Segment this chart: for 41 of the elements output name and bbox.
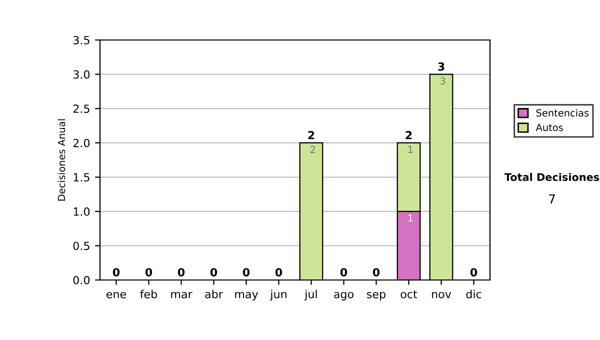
total-label: 0 bbox=[112, 268, 120, 276]
total-label: 0 bbox=[275, 268, 282, 276]
text: 7 bbox=[549, 194, 555, 204]
x-tick-label: oct bbox=[400, 290, 418, 298]
legend-label: Sentencias bbox=[536, 109, 589, 117]
y-tick-label: 1.5 bbox=[74, 173, 90, 182]
total-label: 0 bbox=[178, 268, 185, 276]
total-label: 2 bbox=[406, 130, 412, 140]
x-tick-label: nov bbox=[432, 292, 452, 298]
data-label: 1 bbox=[408, 146, 413, 153]
x-tick-label: feb bbox=[140, 290, 158, 298]
x-tick-label: ago bbox=[334, 292, 354, 300]
total-label: 0 bbox=[340, 268, 348, 276]
data-label: 3 bbox=[440, 77, 446, 85]
x-tick-label: dic bbox=[466, 290, 482, 298]
total-label: 0 bbox=[470, 268, 478, 276]
x-tick-label: abr bbox=[205, 290, 223, 298]
y-tick-label: 2.0 bbox=[73, 138, 90, 148]
x-tick-label: jun bbox=[270, 290, 286, 300]
x-tick-label: jul bbox=[304, 290, 317, 300]
total-label: 0 bbox=[372, 268, 380, 276]
total-label: 0 bbox=[145, 268, 152, 276]
y-tick-label: 0.5 bbox=[73, 242, 90, 250]
y-tick-label: 1.0 bbox=[74, 207, 90, 216]
x-tick-label: mar bbox=[171, 292, 192, 298]
total-label: 2 bbox=[308, 130, 314, 140]
x-tick-label: may bbox=[235, 292, 258, 300]
data-label: 1 bbox=[408, 214, 413, 222]
x-tick-label: ene bbox=[106, 292, 126, 298]
y-tick-label: 2.5 bbox=[73, 104, 90, 113]
total-label: 0 bbox=[242, 268, 250, 276]
x-tick-label: sep bbox=[367, 292, 386, 300]
total-label: 3 bbox=[438, 62, 444, 71]
y-tick-label: 3.5 bbox=[73, 36, 90, 44]
total-label: 0 bbox=[210, 268, 218, 276]
data-label: 2 bbox=[310, 146, 315, 153]
y-axis-title: Decisiones Anual bbox=[58, 119, 66, 201]
y-tick-label: 0.0 bbox=[73, 276, 90, 284]
text: Total Decisiones bbox=[504, 172, 600, 182]
legend-label: Autos bbox=[536, 124, 563, 132]
y-tick-label: 3.0 bbox=[73, 70, 90, 79]
